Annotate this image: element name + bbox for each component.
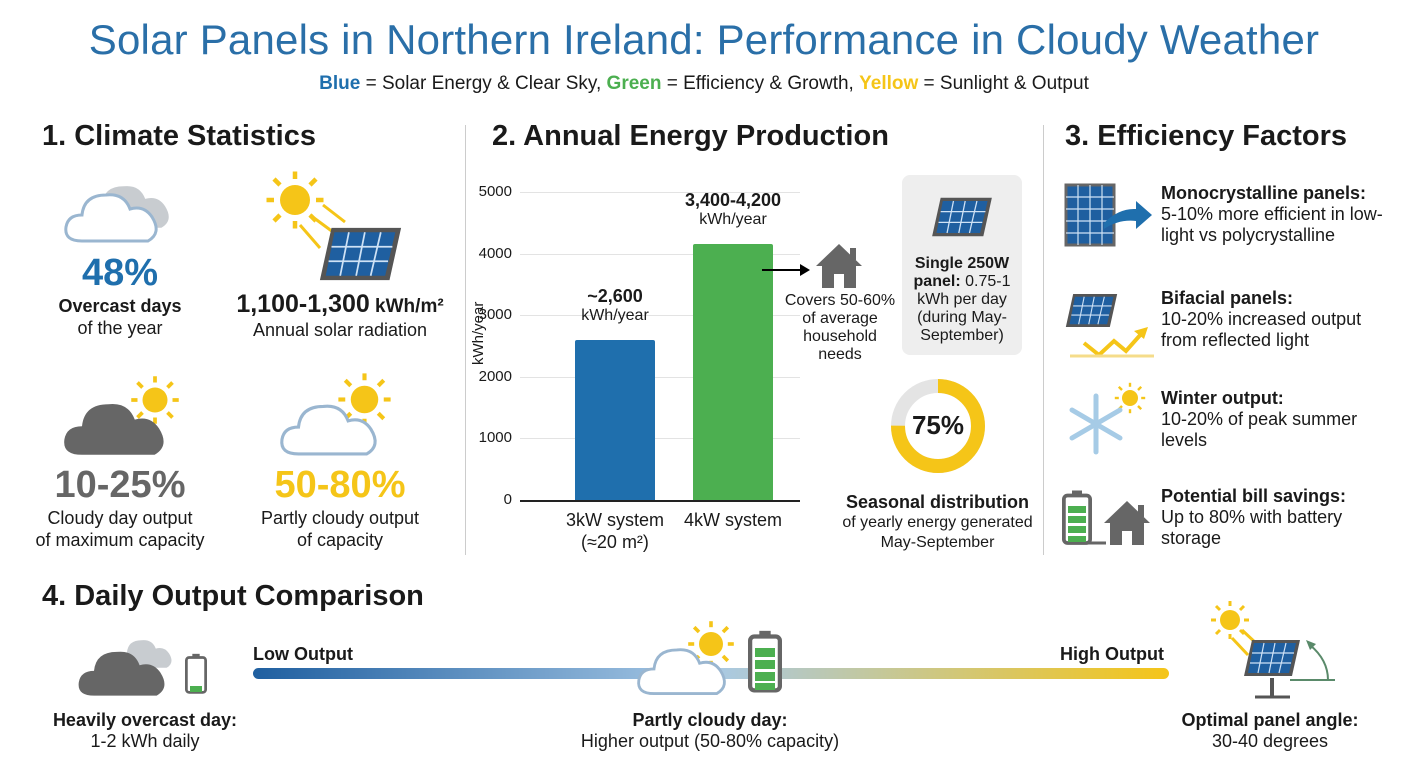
y-tick-label: 2000 <box>478 367 512 385</box>
panel-info-detail: 0.75-1 kWh per day (during May-September… <box>917 273 1011 344</box>
efficiency-item-title: Monocrystalline panels: <box>1161 183 1367 203</box>
energy-heading: 2. Annual Energy Production <box>492 120 889 152</box>
arrow-line <box>762 269 804 271</box>
efficiency-item-text: 10-20% increased output from reflected l… <box>1161 309 1362 350</box>
battery-house-icon <box>1062 488 1150 550</box>
storm-cloud-icon <box>64 375 180 455</box>
bifacial-panel-icon <box>1065 293 1154 358</box>
partly-day-text: Higher output (50-80% capacity) <box>580 731 840 751</box>
efficiency-item-title: Winter output: <box>1161 388 1284 408</box>
x-tick-sublabel: (≈20 m²) <box>581 532 649 552</box>
gridline <box>520 438 800 440</box>
covers-line: of average <box>802 310 878 327</box>
radiation-value: 1,100-1,300 kWh/m² <box>220 290 460 319</box>
overcast-day-title: Heavily overcast day: <box>52 710 238 730</box>
efficiency-heading: 3. Efficiency Factors <box>1065 120 1348 152</box>
cloudy-label2: of maximum capacity <box>35 530 205 550</box>
overcast-label: Overcast days <box>58 296 182 316</box>
partly-cloudy-battery-icon <box>637 620 795 696</box>
cloudy-value: 10-25% <box>54 464 186 506</box>
radiation-label: Annual solar radiation <box>252 320 428 340</box>
covers-line: Covers 50-60% <box>784 292 896 309</box>
snowflake-sun-icon <box>1069 382 1146 455</box>
covers-text: Covers 50-60% of average household needs <box>775 292 905 364</box>
color-legend: Blue = Solar Energy & Clear Sky, Green =… <box>0 73 1408 95</box>
x-tick-label: 3kW system <box>565 510 664 530</box>
panel-info-text: Single 250W panel: 0.75-1 kWh per day (d… <box>906 255 1018 345</box>
legend-green-text: = Efficiency & Growth, <box>661 73 860 94</box>
bar-unit-label: kWh/year <box>581 306 649 324</box>
bar <box>575 339 655 500</box>
bar <box>693 244 773 500</box>
efficiency-item-title: Potential bill savings: <box>1161 486 1347 506</box>
partly-value: 50-80% <box>274 464 406 506</box>
page-title: Solar Panels in Northern Ireland: Perfor… <box>88 16 1320 63</box>
legend-yellow: Yellow <box>859 73 919 94</box>
seasonal-text: of yearly energy generated <box>842 514 1033 531</box>
seasonal-donut <box>891 379 985 473</box>
solar-panel-icon <box>931 196 993 238</box>
panel-info-card: Single 250W panel: 0.75-1 kWh per day (d… <box>902 175 1022 355</box>
efficiency-item: Potential bill savings: Up to 80% with ba… <box>1161 486 1401 549</box>
partly-label: Partly cloudy output <box>260 508 420 528</box>
y-tick-label: 1000 <box>478 429 512 447</box>
seasonal-text2: May-September <box>880 534 995 551</box>
covers-line: needs <box>818 346 862 363</box>
legend-blue-text: = Solar Energy & Clear Sky, <box>360 73 607 94</box>
bar-value-label: ~2,600 <box>587 285 643 306</box>
efficiency-item: Monocrystalline panels: 5-10% more effici… <box>1161 183 1401 246</box>
radiation-number: 1,100-1,300 <box>236 290 370 318</box>
overcast-battery-icon <box>78 640 207 696</box>
donut-value: 75% <box>911 410 965 440</box>
x-tick-label: 4kW system <box>683 510 782 530</box>
y-tick-label: 4000 <box>478 244 512 262</box>
gridline <box>520 192 800 193</box>
efficiency-item-text: 5-10% more efficient in low-light vs pol… <box>1161 204 1383 245</box>
donut-arc <box>891 379 985 473</box>
angle-title: Optimal panel angle: <box>1181 710 1359 730</box>
partly-label2: of capacity <box>296 530 384 550</box>
efficiency-item-text: Up to 80% with battery storage <box>1161 507 1343 548</box>
cloudy-label: Cloudy day output <box>47 508 193 528</box>
bar-value-label: 3,400-4,200 <box>684 190 782 211</box>
overcast-day-text: 1-2 kWh daily <box>90 731 200 751</box>
divider <box>465 125 466 555</box>
arrow-right-icon <box>800 264 810 276</box>
high-output-label: High Output <box>1060 644 1164 664</box>
panel-info-bold: Single 250W panel: <box>913 255 1010 290</box>
daily-heading: 4. Daily Output Comparison <box>42 580 424 612</box>
house-icon <box>816 244 862 288</box>
overcast-label2: of the year <box>77 318 163 338</box>
overcast-value: 48% <box>81 252 159 294</box>
panel-angle-icon <box>1210 600 1335 699</box>
climate-heading: 1. Climate Statistics <box>42 120 316 152</box>
low-output-label: Low Output <box>253 644 353 664</box>
partly-day-title: Partly cloudy day: <box>632 710 788 730</box>
angle-text: 30-40 degrees <box>1211 731 1329 751</box>
y-axis-label: kWh/year <box>470 301 487 365</box>
bar-unit-label: kWh/year <box>699 211 767 229</box>
divider <box>1043 125 1044 555</box>
legend-yellow-text: = Sunlight & Output <box>918 73 1089 94</box>
covers-line: household <box>803 328 877 345</box>
monocrystalline-panel-icon <box>1064 183 1152 247</box>
efficiency-item: Winter output: 10-20% of peak summer leve… <box>1161 388 1401 451</box>
y-tick-label: 0 <box>503 491 512 508</box>
y-tick-label: 5000 <box>478 183 512 200</box>
legend-green: Green <box>606 73 662 94</box>
gridline <box>520 253 800 255</box>
gridline <box>520 500 800 502</box>
efficiency-item-text: 10-20% of peak summer levels <box>1161 409 1358 450</box>
radiation-unit: kWh/m² <box>369 296 444 317</box>
sun-panel-icon <box>265 170 403 282</box>
efficiency-item: Bifacial panels: 10-20% increased output … <box>1161 288 1401 351</box>
y-tick-label: 3000 <box>478 306 512 324</box>
cloud-icon <box>64 186 169 243</box>
gridline <box>520 376 800 378</box>
legend-blue: Blue <box>319 73 361 94</box>
partly-cloudy-icon <box>280 372 400 456</box>
gridline <box>520 315 800 317</box>
efficiency-item-title: Bifacial panels: <box>1161 288 1294 308</box>
seasonal-title: Seasonal distribution <box>845 492 1030 512</box>
